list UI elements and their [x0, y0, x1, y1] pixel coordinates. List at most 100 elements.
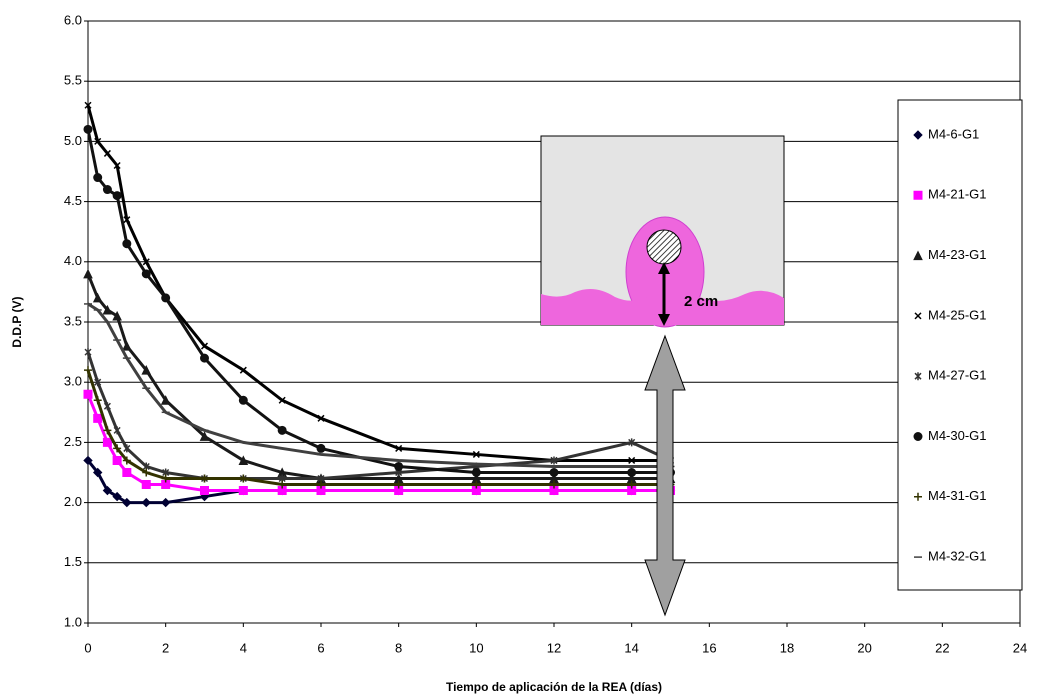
- marker: [200, 353, 210, 363]
- marker: [472, 480, 481, 489]
- marker: [199, 431, 210, 441]
- x-tick-label: 10: [469, 640, 483, 655]
- y-tick-label: 4.5: [64, 193, 82, 208]
- marker: [238, 486, 248, 496]
- y-tick-label: 5.0: [64, 133, 82, 148]
- marker: [123, 216, 131, 224]
- series-line: [86, 273, 671, 481]
- marker: [103, 402, 111, 411]
- marker: [239, 474, 248, 483]
- marker: [913, 190, 923, 200]
- inset-diagram: 2 cm: [540, 135, 785, 617]
- marker: [161, 293, 171, 303]
- series-line: [86, 104, 671, 462]
- marker: [123, 444, 131, 453]
- y-tick-label: 2.5: [64, 434, 82, 449]
- marker: [112, 310, 122, 321]
- marker: [627, 468, 637, 477]
- marker: [94, 137, 102, 145]
- marker: [102, 485, 113, 496]
- marker: [628, 438, 636, 447]
- marker: [122, 456, 131, 465]
- marker: [102, 437, 112, 447]
- marker: [628, 456, 636, 464]
- marker: [141, 480, 151, 490]
- marker: [471, 468, 481, 477]
- marker: [102, 304, 113, 315]
- x-tick-label: 14: [624, 640, 638, 655]
- marker: [84, 101, 92, 109]
- marker: [84, 366, 92, 375]
- marker: [914, 492, 922, 501]
- marker: [277, 486, 287, 496]
- marker: [113, 444, 122, 453]
- marker: [200, 486, 209, 496]
- marker: [103, 426, 112, 435]
- x-tick-label: 22: [935, 640, 949, 655]
- x-tick-label: 6: [317, 640, 324, 655]
- marker: [550, 456, 558, 465]
- marker: [141, 269, 151, 279]
- marker: [239, 366, 247, 374]
- marker: [113, 426, 121, 435]
- marker: [160, 497, 171, 508]
- y-tick-label: 1.0: [64, 614, 82, 629]
- x-tick-label: 18: [780, 640, 794, 655]
- marker: [550, 480, 558, 489]
- marker: [238, 395, 248, 405]
- marker: [102, 185, 112, 195]
- marker: [549, 468, 559, 477]
- x-tick-label: 12: [547, 640, 561, 655]
- marker: [93, 413, 103, 423]
- marker: [160, 395, 171, 405]
- marker: [93, 172, 103, 183]
- y-tick-label: 4.0: [64, 253, 82, 268]
- y-tick-label: 2.0: [64, 494, 82, 509]
- marker: [317, 414, 325, 422]
- marker: [103, 149, 111, 157]
- marker: [161, 480, 171, 490]
- marker: [394, 480, 403, 489]
- x-tick-label: 8: [395, 640, 402, 655]
- marker: [317, 480, 325, 489]
- annotation: 2 cm: [684, 293, 718, 310]
- series-line: [86, 393, 671, 493]
- marker: [122, 497, 132, 508]
- marker: [93, 467, 103, 478]
- marker: [394, 461, 404, 471]
- marker: [472, 450, 480, 458]
- x-tick-label: 20: [857, 640, 871, 655]
- marker: [471, 486, 481, 496]
- legend-label: M4-6-G1: [928, 126, 979, 141]
- marker: [277, 425, 287, 435]
- x-tick-label: 4: [240, 640, 247, 655]
- marker: [142, 258, 150, 266]
- marker: [914, 372, 922, 381]
- marker: [122, 340, 132, 351]
- marker: [142, 468, 151, 477]
- marker: [238, 455, 249, 465]
- marker: [93, 396, 102, 405]
- marker: [122, 468, 132, 477]
- marker: [83, 455, 93, 466]
- marker: [141, 497, 151, 508]
- y-tick-label: 6.0: [64, 12, 82, 27]
- legend-label: M4-23-G1: [928, 247, 987, 262]
- legend-label: M4-25-G1: [928, 307, 987, 322]
- marker: [913, 432, 923, 441]
- marker: [913, 130, 923, 140]
- x-tick-label: 2: [162, 640, 169, 655]
- marker: [83, 389, 93, 399]
- marker: [113, 161, 121, 170]
- marker: [112, 491, 122, 502]
- y-tick-label: 5.5: [64, 73, 82, 88]
- marker: [92, 292, 103, 303]
- marker: [83, 268, 93, 279]
- marker: [122, 239, 132, 249]
- legend-label: M4-30-G1: [928, 428, 987, 443]
- marker: [627, 480, 636, 489]
- legend: [897, 99, 1023, 591]
- marker: [141, 365, 152, 375]
- marker: [395, 444, 403, 452]
